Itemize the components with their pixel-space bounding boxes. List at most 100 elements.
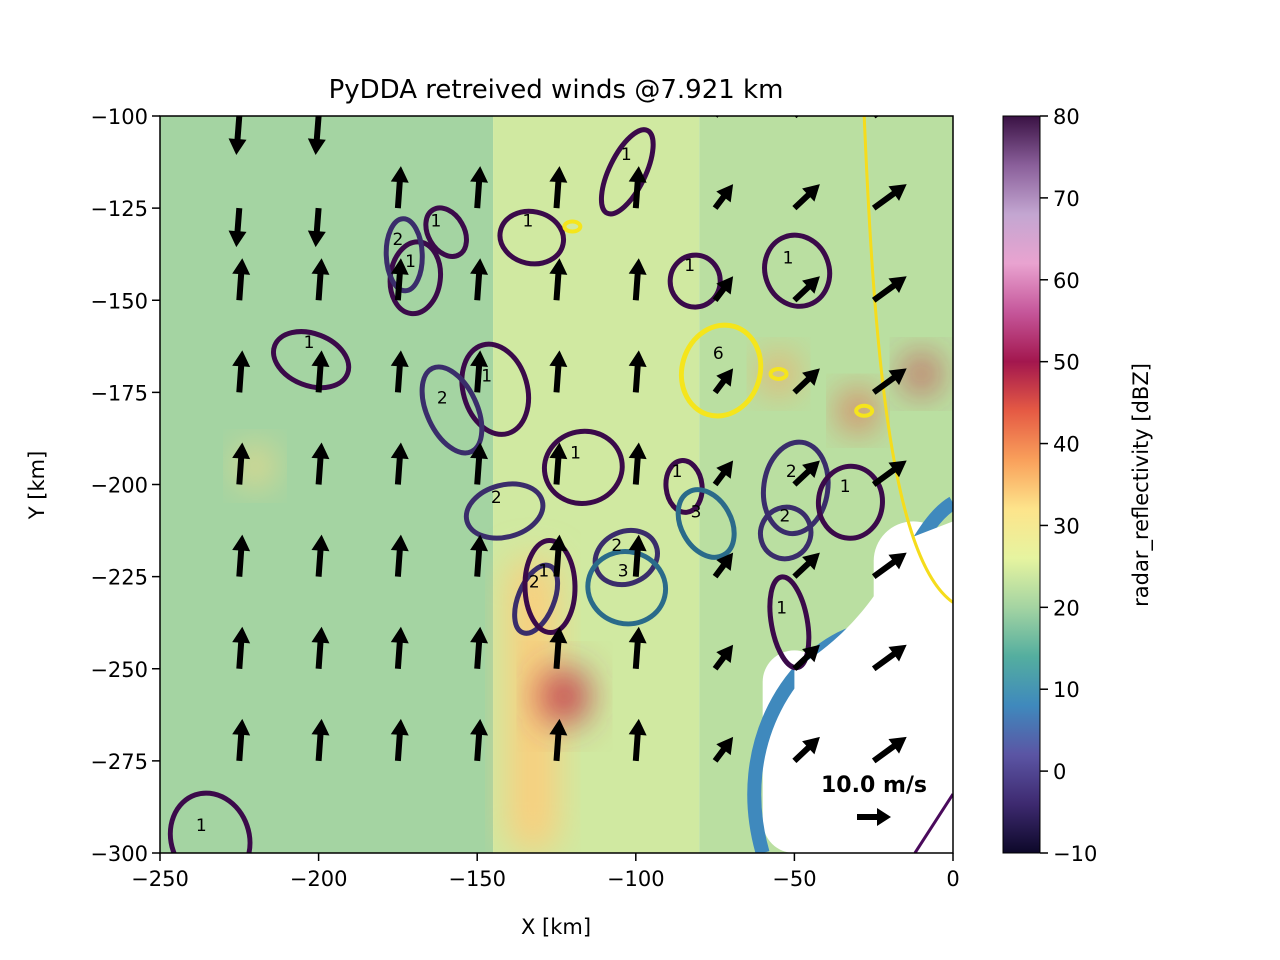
wind-vector xyxy=(390,534,409,577)
contour-line xyxy=(815,463,885,541)
wind-vector xyxy=(311,350,330,393)
wind-vector xyxy=(390,718,409,762)
x-tick-label: −100 xyxy=(607,867,665,891)
contour-line xyxy=(423,205,469,259)
wind-vector xyxy=(871,276,907,303)
y-tick-label: −175 xyxy=(90,381,148,405)
wind-vector xyxy=(549,350,568,393)
wind-vector xyxy=(232,534,251,577)
colorbar-label: radar_reflectivity [dBZ] xyxy=(1129,363,1154,607)
colorbar-tick-label: 40 xyxy=(1053,433,1080,457)
no-data-region xyxy=(794,521,953,853)
colorbar-tick-label: 50 xyxy=(1053,351,1080,375)
y-tick-label: −150 xyxy=(90,289,148,313)
wind-vector xyxy=(307,116,326,155)
wind-vector xyxy=(390,442,409,485)
contour-line xyxy=(757,504,814,562)
wind-vector xyxy=(792,644,820,671)
colorbar-tick-label: 10 xyxy=(1053,678,1080,702)
wind-vector xyxy=(470,626,489,669)
contour-line xyxy=(675,487,737,560)
y-tick-label: −125 xyxy=(90,197,148,221)
contour-line xyxy=(463,481,546,541)
wind-vector xyxy=(628,626,647,669)
colorbar-tick-label: 30 xyxy=(1053,514,1080,538)
x-axis-label: X [km] xyxy=(521,915,591,939)
colorbar-tick-label: 20 xyxy=(1053,596,1080,620)
wind-vector xyxy=(628,350,647,393)
contour-label: 2 xyxy=(491,488,502,508)
wind-vector xyxy=(871,368,907,395)
contour-label: 2 xyxy=(392,230,403,250)
x-axis: −250 −200 −150 −100 −50 0 xyxy=(131,853,960,891)
contour-label: 1 xyxy=(538,562,549,582)
y-axis-label: Y [km] xyxy=(25,451,49,521)
x-tick-label: −150 xyxy=(448,867,506,891)
wind-vector xyxy=(390,258,409,301)
wind-vector xyxy=(628,442,647,485)
contour-line xyxy=(497,208,567,267)
contour-line xyxy=(383,216,425,294)
wind-vector xyxy=(549,718,568,762)
wind-vector xyxy=(792,736,820,764)
contour-label: 2 xyxy=(779,506,790,526)
x-tick-label: −50 xyxy=(772,867,816,891)
colorbar-tick-label: 60 xyxy=(1053,269,1080,293)
x-tick-label: 0 xyxy=(946,867,959,891)
contour-label: 2 xyxy=(611,536,622,556)
wind-vector xyxy=(871,184,907,211)
colorbar-tick-label: 0 xyxy=(1053,760,1066,784)
contour-line xyxy=(678,322,764,419)
wind-vector xyxy=(549,534,568,577)
contour-core xyxy=(854,403,875,418)
contour-line xyxy=(760,439,831,537)
wind-vector xyxy=(470,718,489,762)
contour-line xyxy=(541,428,625,506)
contour-line xyxy=(419,364,485,456)
reference-line-purple xyxy=(913,793,953,853)
wind-vector xyxy=(549,626,568,669)
wind-vector xyxy=(228,116,247,155)
contour-label: 3 xyxy=(691,503,702,523)
wind-vector xyxy=(712,184,734,210)
contour-label: 1 xyxy=(672,462,683,482)
x-tick-label: −200 xyxy=(290,867,348,891)
wind-vector xyxy=(712,552,734,579)
wind-vector xyxy=(311,626,330,669)
colorbar-tick-label: 80 xyxy=(1053,105,1080,129)
wind-vector xyxy=(470,258,489,301)
reference-line-yellow xyxy=(862,116,953,604)
contour-line xyxy=(592,527,660,588)
contour-label: 6 xyxy=(713,344,724,364)
wind-vector xyxy=(712,276,734,303)
wind-vector xyxy=(712,644,734,671)
wind-vector xyxy=(232,350,251,393)
y-tick-label: −200 xyxy=(90,474,148,498)
wind-vector xyxy=(628,166,647,209)
reflectivity-cell xyxy=(762,355,795,393)
wind-vector xyxy=(311,718,330,762)
wind-vector xyxy=(232,718,251,762)
colorbar-tick-label: −10 xyxy=(1053,842,1097,866)
contour-label: 1 xyxy=(523,212,534,232)
contour-label: 1 xyxy=(684,256,695,276)
wind-vector xyxy=(311,258,330,301)
contour-label: 1 xyxy=(405,252,416,272)
contour-label: 2 xyxy=(529,573,540,593)
wind-vector xyxy=(871,460,907,487)
wind-vector xyxy=(470,442,489,485)
reference-lines xyxy=(862,116,953,853)
contour-line xyxy=(459,341,532,437)
wind-vector xyxy=(871,644,907,672)
contour-label: 1 xyxy=(196,816,207,836)
wind-vector xyxy=(628,718,647,762)
y-tick-label: −300 xyxy=(90,842,148,866)
contour-line xyxy=(167,790,253,853)
wind-vector xyxy=(792,184,820,211)
wind-vector xyxy=(390,166,409,209)
contour-label: 1 xyxy=(304,333,315,353)
y-tick-label: −275 xyxy=(90,750,148,774)
